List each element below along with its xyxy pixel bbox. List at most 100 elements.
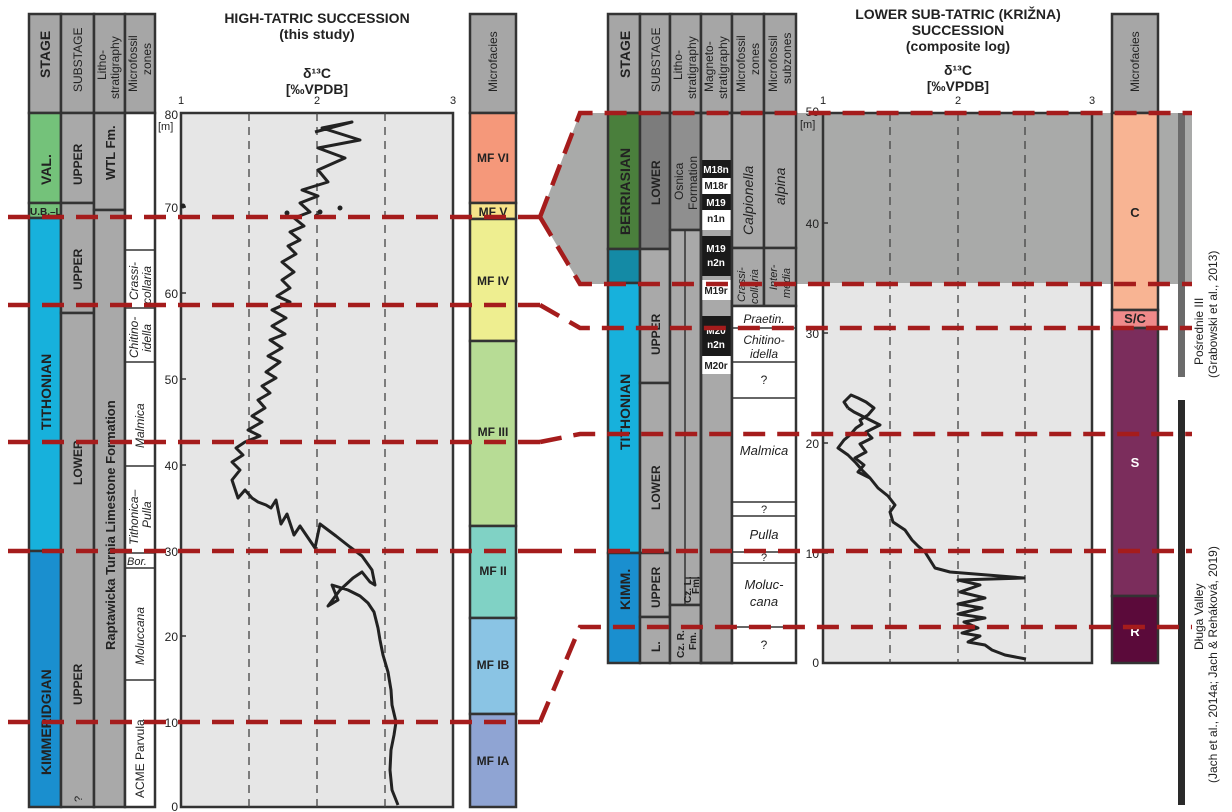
left-header-micro2: zones xyxy=(140,43,154,75)
right-substage-column: LOWER UPPER LOWER UPPER L. xyxy=(638,111,672,665)
right-zone-moluc2: cana xyxy=(750,594,778,609)
right-isotope-curve-top xyxy=(847,406,882,480)
left-substage-column: UPPER UPPER LOWER UPPER ? xyxy=(59,111,96,809)
left-depth-0: 0 xyxy=(171,800,178,812)
right-substage-l: L. xyxy=(649,641,663,652)
left-depth-10: 10 xyxy=(165,716,179,730)
right-magneto-m19b: M19 xyxy=(706,244,726,255)
right-mf-sc: S/C xyxy=(1124,311,1146,326)
right-zone-q3: ? xyxy=(761,552,767,564)
right-stage-berriasian: BERRIASIAN xyxy=(617,148,633,235)
left-isotope-curve xyxy=(230,120,400,806)
left-axis-unit: [‰VPDB] xyxy=(286,81,348,97)
left-zone-tith2: Pulla xyxy=(140,501,154,528)
left-micro-column: Crassi- collaria Chitino- idella Malmica… xyxy=(123,111,157,809)
right-isotope-curve xyxy=(836,393,1027,661)
left-mf-iv: MF IV xyxy=(477,274,509,288)
right-magneto-n2n-b: n2n xyxy=(707,340,725,351)
right-zone-alpina: alpina xyxy=(772,167,788,205)
right-magneto-m20: M20 xyxy=(706,326,726,337)
left-axis-label: δ¹³C xyxy=(303,65,331,81)
right-formation-czl1: Cz. L. xyxy=(683,576,694,603)
right-zone-praetin: Praetin. xyxy=(743,312,784,326)
left-zone-crassi1: Crassi- xyxy=(127,262,141,300)
right-magneto-column: M18n M18r M19 n1n M19 n2n M19r M20 n2n M… xyxy=(699,111,734,665)
left-stage-ubl: U.B.–L.V. xyxy=(30,207,73,218)
right-header-litho: Litho- xyxy=(671,50,685,80)
left-header-substage: SUBSTAGE xyxy=(71,28,85,92)
left-zone-crassi2: collaria xyxy=(140,266,154,304)
right-header-litho2: stratigraphy xyxy=(685,36,699,99)
right-formation-czr2: Fm. xyxy=(688,632,699,650)
side-bar-top xyxy=(1178,113,1185,377)
left-header-litho2: stratigraphy xyxy=(108,36,122,99)
side-bar-bottom xyxy=(1178,400,1185,805)
left-depth-50: 50 xyxy=(165,373,179,387)
left-header-row: STAGE SUBSTAGE Litho- stratigraphy Micro… xyxy=(27,12,157,115)
right-header-micro2: zones xyxy=(748,43,762,75)
right-header-sub: Microfossil xyxy=(766,35,780,92)
left-depth-20: 20 xyxy=(165,630,179,644)
correlation-lines xyxy=(8,110,1192,725)
right-zone-calpionella: Calpionella xyxy=(740,166,756,235)
right-zone-malmica: Malmica xyxy=(740,443,788,458)
right-formation-osnica2: Formation xyxy=(686,156,700,210)
right-depth-30: 30 xyxy=(806,327,820,341)
right-zone-q1: ? xyxy=(761,373,768,387)
left-title-line2: (this study) xyxy=(279,26,354,42)
right-formation-czl2: Fm. xyxy=(691,576,702,594)
left-stage-tithonian: TITHONIAN xyxy=(38,354,54,430)
right-axis-unit: [‰VPDB] xyxy=(927,78,989,94)
right-substage-lower-berr: LOWER xyxy=(649,160,663,205)
left-substage-upper-val: UPPER xyxy=(71,143,85,185)
right-tick-x1: 1 xyxy=(820,95,826,107)
left-microfacies-column: Microfacies MF VI MF V MF IV MF III MF I… xyxy=(468,12,518,809)
side-label-top2: (Grabowski et al., 2013) xyxy=(1206,251,1220,378)
right-magneto-n2n-a: n2n xyxy=(707,258,725,269)
right-zone-pulla: Pulla xyxy=(750,527,779,542)
left-curve-panel: HIGH-TATRIC SUCCESSION (this study) δ¹³C… xyxy=(158,10,456,812)
right-header-stage: STAGE xyxy=(617,31,633,78)
right-mf-c: C xyxy=(1130,205,1140,220)
left-header-stage: STAGE xyxy=(37,31,53,78)
right-magneto-m18n: M18n xyxy=(703,165,729,176)
right-magneto-m18r: M18r xyxy=(704,181,727,192)
left-formation-wtl: WTL Fm. xyxy=(103,125,118,180)
left-substage-upper-kimm: UPPER xyxy=(71,663,85,705)
right-depth-unit: [m] xyxy=(800,119,815,131)
right-header-microfacies: Microfacies xyxy=(1128,31,1142,92)
right-title-line3: (composite log) xyxy=(906,38,1010,54)
right-magneto-m19r: M19r xyxy=(704,286,727,297)
right-zone-crassi2: collaria xyxy=(749,269,761,304)
right-header-magneto: Magneto- xyxy=(702,41,716,92)
left-stage-val: VAL. xyxy=(38,154,54,185)
side-label-top1: Pośrednie III xyxy=(1192,298,1206,365)
left-zone-acme: ACME Parvula xyxy=(133,719,147,798)
right-magneto-m20r: M20r xyxy=(704,361,727,372)
left-mf-ib: MF IB xyxy=(477,658,510,672)
right-axis-label: δ¹³C xyxy=(944,62,972,78)
right-tick-x2: 2 xyxy=(955,95,961,107)
left-mf-ii: MF II xyxy=(479,564,506,578)
right-litho-column: Osnica Formation Cz. L. Fm. Cz. R. Fm. xyxy=(668,111,703,665)
left-mf-ia: MF IA xyxy=(477,754,510,768)
left-zone-malmica: Malmica xyxy=(133,403,147,448)
left-substage-upper-tith: UPPER xyxy=(71,248,85,290)
left-zone-moluccana: Moluccana xyxy=(133,607,147,665)
right-stage-column: BERRIASIAN TITHONIAN KIMM. xyxy=(606,111,642,665)
right-header-sub2: subzones xyxy=(780,33,794,84)
right-zone-q2: ? xyxy=(761,504,767,516)
right-zone-chit2: idella xyxy=(750,347,778,361)
right-zone-chit1: Chitino- xyxy=(743,333,784,347)
left-formation-raptawicka: Raptawicka Turnia Limestone Formation xyxy=(103,400,118,650)
right-header-micro: Microfossil xyxy=(734,35,748,92)
right-title-line2: SUCCESSION xyxy=(912,22,1005,38)
right-stage-kimm: KIMM. xyxy=(617,569,633,610)
left-header-litho: Litho- xyxy=(95,50,109,80)
right-zone-moluc1: Moluc- xyxy=(744,577,784,592)
right-tick-x3: 3 xyxy=(1089,95,1095,107)
right-substage-upper-tith: UPPER xyxy=(649,313,663,355)
left-depth-70: 70 xyxy=(165,201,179,215)
right-depth-20: 20 xyxy=(806,437,820,451)
